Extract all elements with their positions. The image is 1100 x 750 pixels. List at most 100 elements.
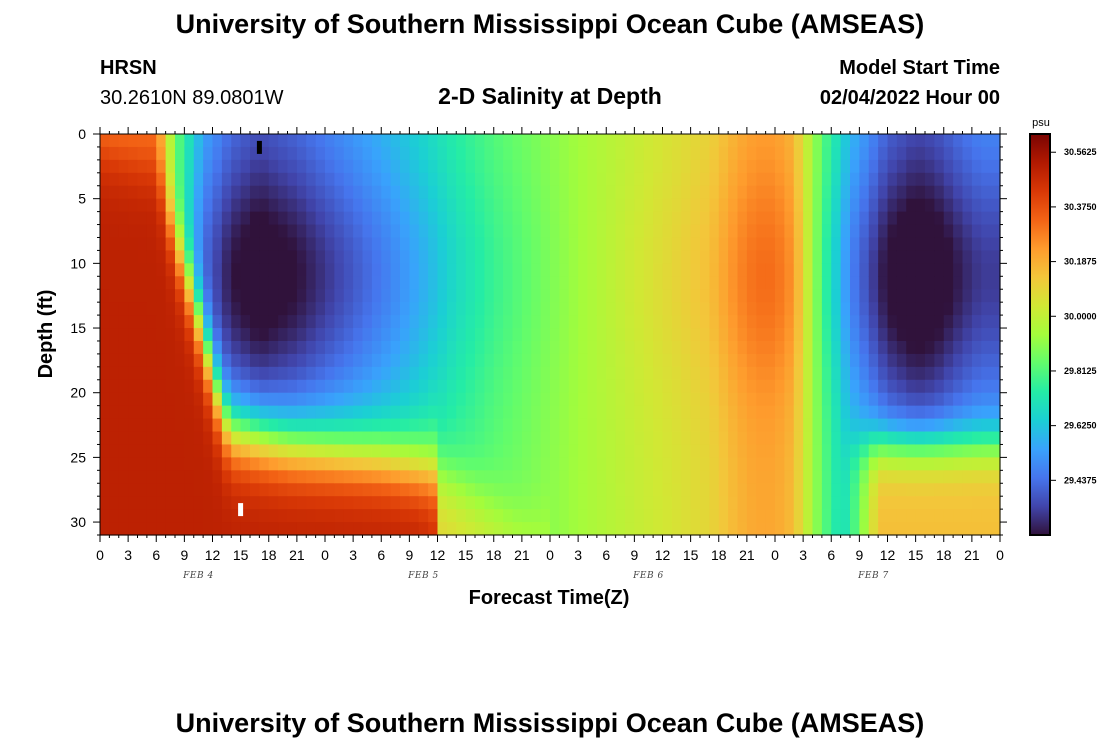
heatmap-cell <box>231 198 242 213</box>
heatmap-cell <box>184 211 195 226</box>
heatmap-cell <box>146 146 157 161</box>
x-tick-label: 15 <box>233 547 249 563</box>
heatmap-cell <box>709 509 720 523</box>
heatmap-cell <box>540 418 551 433</box>
heatmap-cell <box>287 276 298 290</box>
heatmap-cell <box>596 263 607 277</box>
heatmap-cell <box>850 302 860 316</box>
heatmap-cell <box>137 340 148 355</box>
heatmap-cell <box>653 470 664 484</box>
heatmap-cell <box>596 522 607 536</box>
heatmap-cell <box>109 159 120 174</box>
heatmap-cell <box>484 392 495 407</box>
heatmap-cell <box>878 302 889 316</box>
heatmap-cell <box>531 224 542 239</box>
heatmap-cell <box>803 522 814 536</box>
heatmap-cell <box>475 457 485 471</box>
heatmap-cell <box>165 159 176 174</box>
heatmap-cell <box>953 379 964 394</box>
heatmap-cell <box>653 146 664 161</box>
heatmap-cell <box>671 496 682 510</box>
heatmap-cell <box>259 134 270 148</box>
heatmap-cell <box>943 276 954 290</box>
heatmap-cell <box>840 185 851 200</box>
heatmap-cell <box>587 289 598 303</box>
heatmap-cell <box>381 405 392 420</box>
heatmap-cell <box>831 444 842 458</box>
heatmap-cell <box>915 134 926 148</box>
heatmap-cell <box>231 250 242 264</box>
heatmap-cell <box>671 250 682 264</box>
heatmap-cell <box>146 418 157 433</box>
heatmap-cell <box>821 224 832 239</box>
heatmap-cell <box>578 509 589 523</box>
heatmap-cell <box>934 431 945 446</box>
heatmap-cell <box>475 237 485 252</box>
heatmap-cell <box>868 134 879 148</box>
heatmap-cell <box>653 172 664 187</box>
heatmap-cell <box>343 328 354 342</box>
heatmap-cell <box>353 496 364 510</box>
heatmap-cell <box>137 366 148 381</box>
heatmap-cell <box>981 224 992 239</box>
heatmap-cell <box>587 470 598 484</box>
heatmap-cell <box>925 237 935 252</box>
heatmap-cell <box>409 276 420 290</box>
heatmap-cell <box>287 340 298 355</box>
heatmap-cell <box>662 250 673 264</box>
heatmap-cell <box>381 172 392 187</box>
heatmap-cell <box>334 172 345 187</box>
heatmap-cell <box>531 250 542 264</box>
heatmap-cell <box>831 509 842 523</box>
heatmap-cell <box>981 405 992 420</box>
heatmap-cell <box>128 172 139 187</box>
heatmap-cell <box>812 522 823 536</box>
heatmap-cell <box>250 172 260 187</box>
heatmap-cell <box>550 328 560 342</box>
heatmap-cell <box>606 470 617 484</box>
heatmap-cell <box>850 276 860 290</box>
heatmap-cell <box>465 340 476 355</box>
x-tick-label: 9 <box>855 547 863 563</box>
heatmap-cell <box>784 289 795 303</box>
heatmap-cell <box>231 340 242 355</box>
heatmap-cell <box>325 146 335 161</box>
heatmap-cell <box>550 134 560 148</box>
heatmap-cell <box>821 444 832 458</box>
heatmap-cell <box>784 444 795 458</box>
heatmap-cell <box>203 392 214 407</box>
heatmap-cell <box>306 134 317 148</box>
heatmap-cell <box>118 340 129 355</box>
heatmap-cell <box>550 302 560 316</box>
heatmap-cell <box>418 237 429 252</box>
heatmap-cell <box>840 146 851 161</box>
heatmap-cell <box>840 172 851 187</box>
heatmap-cell <box>465 185 476 200</box>
x-tick-label: 6 <box>602 547 610 563</box>
heatmap-cell <box>325 431 335 446</box>
heatmap-cell <box>953 185 964 200</box>
heatmap-cell <box>390 366 401 381</box>
heatmap-cell <box>625 146 635 161</box>
heatmap-cell <box>718 405 729 420</box>
heatmap-cell <box>700 457 710 471</box>
heatmap-cell <box>325 172 335 187</box>
heatmap-cell <box>671 224 682 239</box>
heatmap-cell <box>146 172 157 187</box>
x-tick-label: 6 <box>152 547 160 563</box>
heatmap-cell <box>596 509 607 523</box>
heatmap-cell <box>896 470 907 484</box>
heatmap-cell <box>109 509 120 523</box>
heatmap-cell <box>615 418 626 433</box>
x-tick-label: 3 <box>574 547 582 563</box>
heatmap-cell <box>775 211 785 226</box>
heatmap-cell <box>859 496 870 510</box>
heatmap-cell <box>578 444 589 458</box>
heatmap-cell <box>643 250 654 264</box>
heatmap-cell <box>493 172 504 187</box>
heatmap-cell <box>700 405 710 420</box>
heatmap-cell <box>943 315 954 329</box>
heatmap-cell <box>306 289 317 303</box>
heatmap-cell <box>821 522 832 536</box>
heatmap-cell <box>128 392 139 407</box>
